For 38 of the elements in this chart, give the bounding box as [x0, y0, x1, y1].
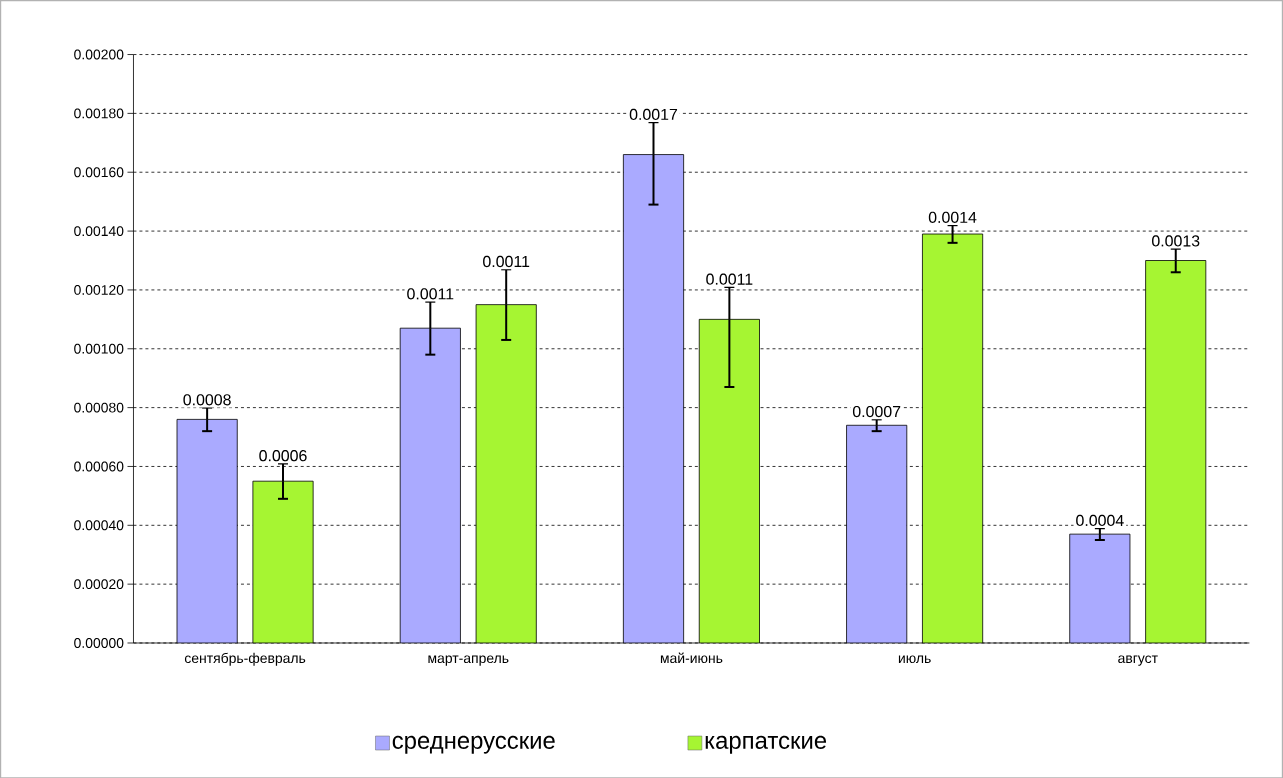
y-tick-label: 0.00160: [74, 167, 124, 177]
x-tick-label: сентябрь-февраль: [184, 652, 306, 666]
bar: [623, 154, 684, 643]
y-tick-label: 0.00080: [74, 402, 124, 413]
x-tick-label: май-июнь: [660, 652, 723, 663]
y-tick-label: 0.00040: [74, 520, 124, 531]
bar: [400, 327, 461, 643]
y-tick-label: 0.00200: [74, 49, 124, 60]
x-tick-label: март-апрель: [428, 655, 509, 666]
data-label: 0.0011: [706, 273, 753, 285]
data-label: 0.0007: [852, 405, 901, 417]
y-tick-label: 0.00020: [74, 578, 124, 589]
x-tick-label: июль: [898, 655, 931, 663]
y-tick-label: 0.00180: [74, 108, 124, 119]
y-tick-label: 0.00060: [74, 461, 124, 472]
data-label: 0.0006: [259, 449, 307, 462]
y-tick-label: 0.00140: [74, 225, 124, 236]
data-label: 0.0013: [1152, 235, 1200, 247]
data-label: 0.0011: [483, 255, 530, 267]
bar: [476, 304, 537, 643]
y-tick-label: 0.00100: [74, 343, 124, 354]
y-tick-label: 0.00120: [74, 284, 124, 295]
bar: [177, 419, 238, 643]
data-label: 0.0004: [1076, 514, 1124, 526]
bar: [922, 233, 983, 643]
y-tick-label: 0.00000: [74, 637, 124, 648]
data-label: 0.0011: [407, 287, 454, 300]
bar: [846, 425, 907, 643]
data-label: 0.0008: [183, 393, 231, 406]
legend-label: карпатские: [705, 735, 827, 754]
bar: [1145, 259, 1207, 643]
bar: [699, 319, 760, 643]
x-tick-label: август: [1118, 655, 1158, 666]
legend-label: среднерусские: [392, 735, 555, 754]
bar: [252, 480, 314, 643]
data-label: 0.0017: [629, 108, 678, 120]
data-label: 0.0014: [928, 211, 977, 223]
bar: [1069, 533, 1131, 643]
